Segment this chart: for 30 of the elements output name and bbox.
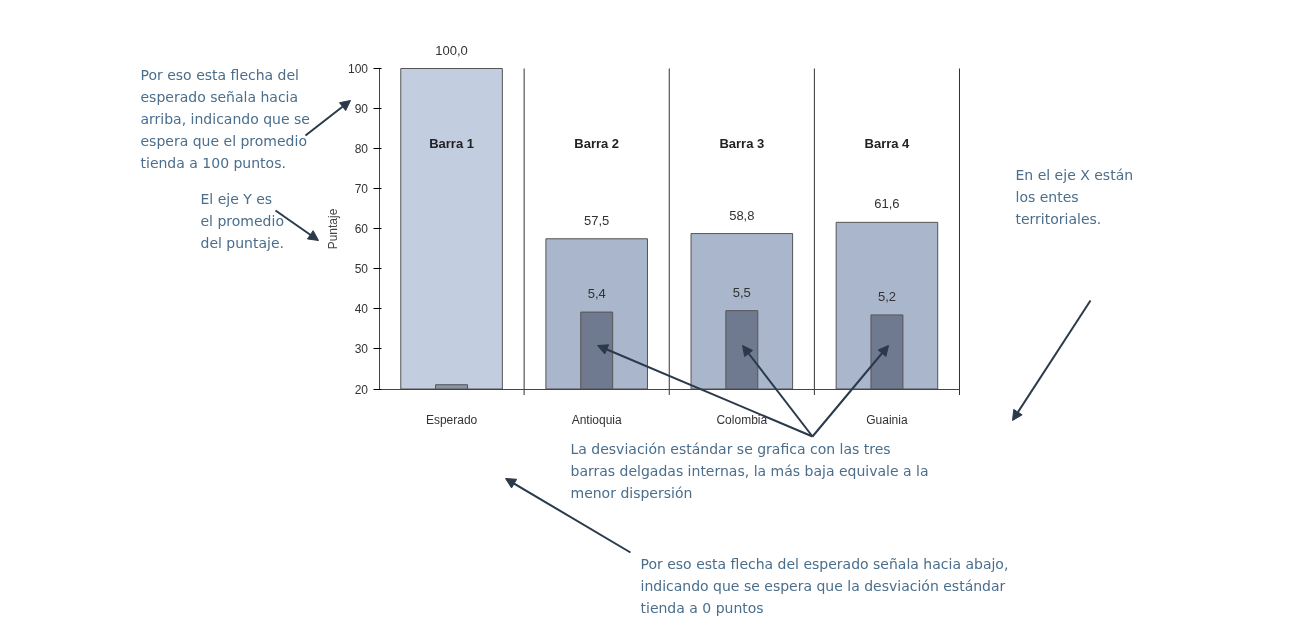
y-tick-label: 100: [347, 62, 369, 76]
text: La desviación estándar se grafica con las tres barras delgadas internas, la más baja equivale a la menor dispersión: [570, 440, 929, 501]
annotation: Barra 4: [864, 135, 911, 151]
y-tick-label: 80: [354, 142, 369, 157]
text: Por eso esta flecha del esperado señala hacia abajo, indicando que se espera que la desviación estándar tienda a 0 puntos: [640, 555, 1009, 616]
y-tick-label: 90: [354, 102, 369, 117]
y-tick-label: 30: [354, 342, 369, 357]
data-label: 5,2: [877, 288, 896, 304]
x-tick-label: Antioquia: [571, 413, 623, 427]
text: El eje Y es el promedio del puntaje.: [200, 190, 284, 251]
y-tick-label: 40: [354, 302, 369, 317]
x-tick-label: Esperado: [425, 413, 478, 427]
y-axis-title: Puntaje: [326, 208, 341, 250]
data-label: 61,6: [874, 196, 900, 212]
y-tick-label: 50: [354, 262, 369, 277]
y-tick-label: 60: [354, 222, 369, 237]
data-label: 5,4: [587, 286, 606, 302]
x-tick-label: Guainia: [866, 413, 908, 427]
text: En el eje X están los entes territoriales.: [1015, 166, 1134, 227]
annotation: Barra 2: [574, 135, 620, 151]
annotation: Barra 1: [429, 135, 474, 151]
x-tick-label: Colombia: [716, 413, 768, 427]
y-tick-label: 70: [354, 182, 369, 197]
y-tick-label: 20: [354, 382, 369, 397]
data-label: 5,5: [732, 284, 751, 300]
data-label: 58,8: [729, 207, 755, 223]
data-label: 57,5: [584, 212, 610, 228]
text: Por eso esta flecha del esperado señala hacia arriba, indicando que se espera que el promedio tienda a 100 puntos.: [140, 66, 310, 171]
annotation: Barra 3: [719, 135, 765, 151]
data-label: 100,0: [435, 42, 468, 58]
